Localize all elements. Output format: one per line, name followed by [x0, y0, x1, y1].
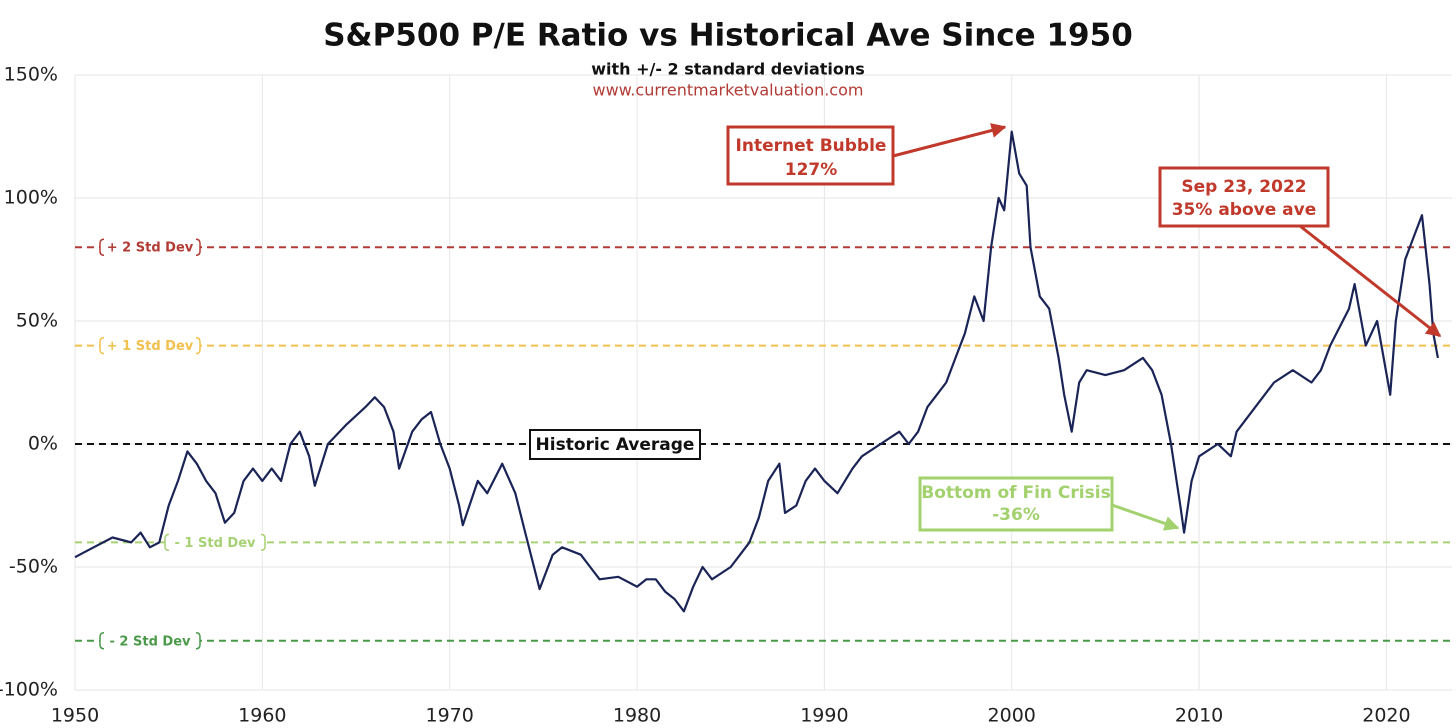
x-tick-label: 2000 [988, 705, 1036, 727]
annotation-text: -36% [992, 505, 1040, 525]
bracket [99, 336, 201, 355]
y-tick-label: 100% [4, 187, 58, 209]
y-tick-label: 0% [28, 433, 58, 455]
bracket [99, 238, 201, 256]
annotation-text: Sep 23, 2022 [1181, 177, 1306, 197]
label-bg [100, 630, 200, 651]
x-tick-label: 1980 [613, 705, 661, 727]
label-bg [100, 335, 200, 356]
annotation-text: Bottom of Fin Crisis [921, 483, 1110, 503]
series-line [74, 130, 1439, 613]
label-bg [165, 532, 265, 553]
reference-lines: + 2 Std Dev + 1 Std Dev Historic Average - … [75, 237, 1452, 651]
annotation-box [918, 476, 1114, 532]
reference-label: - 2 Std Dev [110, 634, 192, 649]
y-tick-label: 50% [16, 310, 58, 332]
y-tick-label: 150% [4, 64, 58, 86]
annotation-text: 35% above ave [1172, 200, 1317, 220]
x-tick-label: 1970 [426, 705, 474, 727]
bracket [164, 533, 266, 552]
arrow [1111, 503, 1180, 531]
x-tick-label: 2010 [1175, 705, 1223, 727]
annotation: Bottom of Fin Crisis -36% [918, 476, 1180, 532]
arrow [1299, 224, 1442, 338]
annotation-text: Internet Bubble [736, 136, 887, 156]
chart-subtitle: with +/- 2 standard deviations [591, 60, 865, 79]
y-tick-label: -50% [9, 556, 58, 578]
annotation-text: 127% [785, 160, 838, 180]
annotation-box [1158, 166, 1330, 228]
reference-label: Historic Average [536, 435, 695, 455]
annotation: Internet Bubble 127% [726, 123, 1007, 186]
reference-label: + 2 Std Dev [107, 241, 194, 256]
x-tick-label: 1950 [51, 705, 99, 727]
arrow [892, 123, 1007, 158]
x-tick-label: 1990 [800, 705, 848, 727]
label-box [529, 429, 701, 460]
y-tick-label: -100% [0, 679, 58, 701]
x-tick-label: 2020 [1362, 705, 1410, 727]
plot [74, 130, 1439, 613]
annotation: Sep 23, 2022 35% above ave [1158, 166, 1442, 338]
bracket [99, 632, 201, 650]
chart-title: S&P500 P/E Ratio vs Historical Ave Since… [323, 18, 1133, 54]
source: www.currentmarketvaluation.com [593, 81, 864, 100]
reference-label: - 1 Std Dev [175, 536, 257, 551]
reference-label: + 1 Std Dev [107, 339, 194, 354]
label-bg [100, 237, 200, 258]
x-tick-label: 1960 [238, 705, 286, 727]
